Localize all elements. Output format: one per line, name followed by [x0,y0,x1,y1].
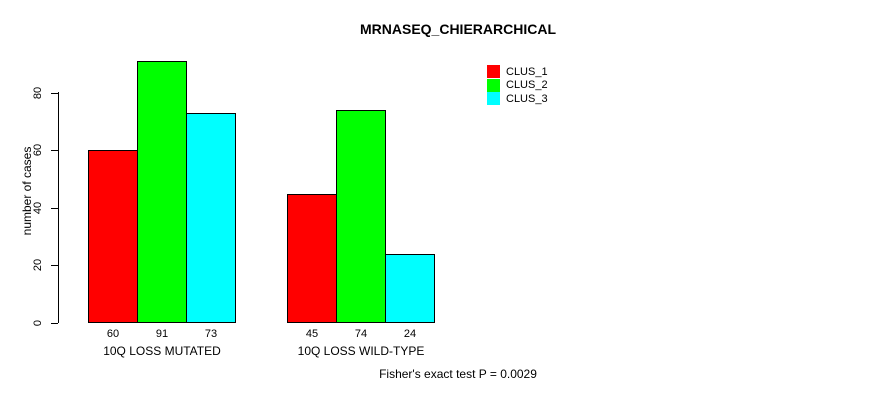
chart-title: MRNASEQ_CHIERARCHICAL [359,21,557,37]
y-tick [51,323,58,324]
legend-row: CLUS_2 [487,78,548,93]
legend: CLUS_1 CLUS_2 CLUS_3 [487,65,548,106]
bar-value-label: 45 [305,328,319,340]
legend-label: CLUS_2 [506,79,548,92]
y-axis-label: number of cases [20,146,34,236]
bar-value-label: 73 [204,328,218,340]
y-axis-line [58,92,59,323]
category-label: 10Q LOSS WILD-TYPE [297,344,425,358]
bar-clus_1-group2 [287,194,337,323]
legend-swatch-clus_2 [487,78,500,92]
bar-value-label: 60 [106,328,120,340]
y-tick-label: 80 [32,86,44,100]
bar-clus_2-group1 [137,61,187,323]
bar-value-label: 91 [155,328,169,340]
category-label: 10Q LOSS MUTATED [103,344,221,358]
legend-row: CLUS_3 [487,92,548,106]
footnote: Fisher's exact test P = 0.0029 [379,367,537,381]
legend-row: CLUS_1 [487,65,548,79]
bar-clus_2-group2 [336,110,386,323]
legend-label: CLUS_3 [506,92,548,105]
y-tick [51,150,58,151]
legend-swatch-clus_3 [487,92,500,106]
y-tick-label: 40 [32,201,44,215]
y-tick [51,265,58,266]
y-tick-label: 20 [32,258,44,272]
y-tick [51,93,58,94]
legend-label: CLUS_1 [506,65,548,78]
bar-clus_3-group1 [186,113,236,323]
legend-swatch-clus_1 [487,65,500,79]
bar-clus_3-group2 [385,254,435,323]
bar-value-label: 24 [403,328,417,340]
y-tick-label: 0 [32,319,44,327]
bar-clus_1-group1 [88,150,138,323]
y-tick [51,208,58,209]
y-tick-label: 60 [32,143,44,157]
bar-value-label: 74 [354,328,368,340]
